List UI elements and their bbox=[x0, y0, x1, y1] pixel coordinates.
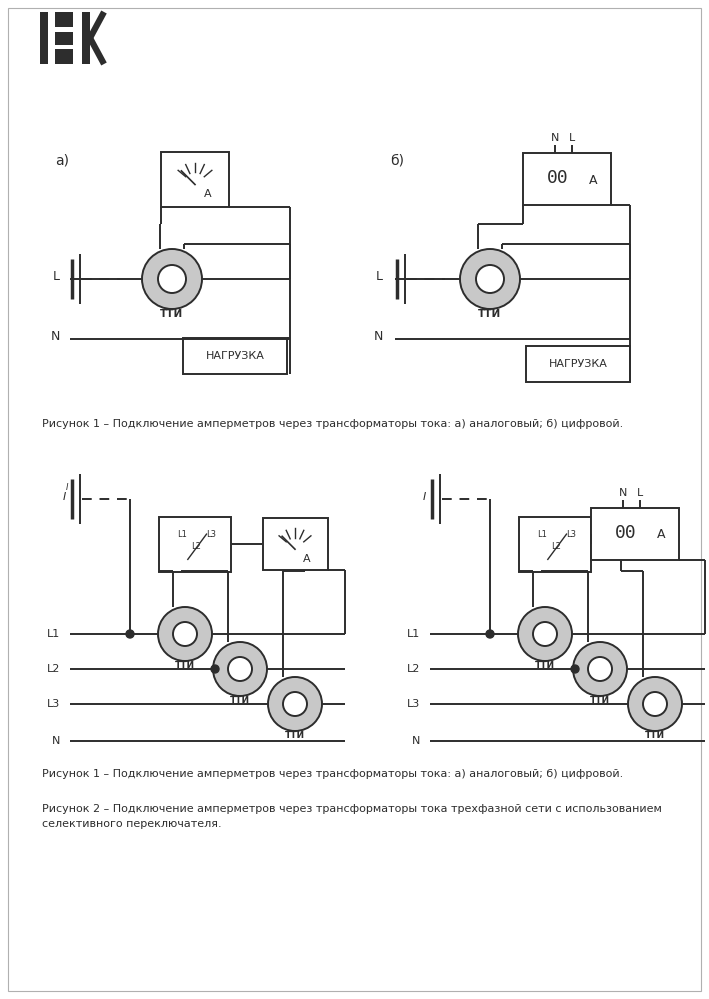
Text: N: N bbox=[50, 331, 60, 344]
Bar bbox=[526, 346, 630, 382]
Text: ТТИ: ТТИ bbox=[590, 696, 610, 705]
Bar bbox=[161, 152, 229, 207]
Circle shape bbox=[268, 677, 322, 731]
Text: L: L bbox=[53, 271, 60, 284]
Text: А: А bbox=[657, 528, 666, 541]
Bar bbox=[183, 338, 287, 374]
Circle shape bbox=[283, 692, 307, 716]
Text: N: N bbox=[412, 736, 420, 746]
Text: 00: 00 bbox=[547, 169, 569, 187]
Text: L3: L3 bbox=[206, 529, 216, 538]
Text: I: I bbox=[63, 492, 66, 502]
Text: ТТИ: ТТИ bbox=[175, 661, 195, 670]
Circle shape bbox=[486, 630, 494, 638]
Text: N: N bbox=[374, 331, 383, 344]
Circle shape bbox=[643, 692, 667, 716]
Bar bbox=[591, 508, 679, 560]
Text: A: A bbox=[203, 190, 211, 200]
Circle shape bbox=[476, 265, 504, 293]
Circle shape bbox=[460, 249, 520, 309]
Bar bbox=[40, 12, 48, 64]
Text: L1: L1 bbox=[537, 529, 547, 538]
Text: L1: L1 bbox=[407, 629, 420, 639]
Circle shape bbox=[213, 642, 267, 696]
Bar bbox=[262, 518, 328, 570]
Circle shape bbox=[571, 665, 579, 673]
Bar bbox=[55, 32, 73, 45]
Text: L2: L2 bbox=[407, 664, 420, 674]
Text: Рисунок 2 – Подключение амперметров через трансформаторы тока трехфазной сети с : Рисунок 2 – Подключение амперметров чере… bbox=[42, 804, 662, 814]
Text: L2: L2 bbox=[191, 542, 201, 551]
Circle shape bbox=[533, 622, 557, 646]
Text: N: N bbox=[52, 736, 60, 746]
Text: А: А bbox=[589, 174, 598, 187]
Text: а): а) bbox=[55, 154, 69, 168]
Text: A: A bbox=[303, 553, 311, 563]
Text: ТТИ: ТТИ bbox=[230, 696, 250, 705]
Text: НАГРУЗКА: НАГРУЗКА bbox=[206, 351, 264, 361]
Text: ТТИ: ТТИ bbox=[645, 731, 665, 740]
Text: L3: L3 bbox=[47, 699, 60, 709]
Text: ТТИ: ТТИ bbox=[535, 661, 555, 670]
Circle shape bbox=[142, 249, 202, 309]
Text: ТТИ: ТТИ bbox=[285, 731, 305, 740]
Circle shape bbox=[211, 665, 219, 673]
Text: ТТИ: ТТИ bbox=[160, 309, 184, 319]
Circle shape bbox=[126, 630, 134, 638]
Text: I: I bbox=[65, 483, 68, 492]
Text: L: L bbox=[569, 133, 575, 143]
Text: ТТИ: ТТИ bbox=[479, 309, 502, 319]
Text: селективного переключателя.: селективного переключателя. bbox=[42, 819, 222, 829]
Text: L1: L1 bbox=[177, 529, 187, 538]
Text: N: N bbox=[551, 133, 559, 143]
Bar bbox=[55, 12, 73, 27]
Circle shape bbox=[628, 677, 682, 731]
Text: 00: 00 bbox=[615, 524, 637, 542]
Text: L: L bbox=[637, 488, 643, 498]
Text: L1: L1 bbox=[47, 629, 60, 639]
Bar bbox=[159, 516, 231, 571]
Circle shape bbox=[158, 607, 212, 661]
Bar bbox=[55, 49, 73, 64]
Text: НАГРУЗКА: НАГРУЗКА bbox=[549, 359, 608, 369]
Circle shape bbox=[588, 657, 612, 681]
Text: L3: L3 bbox=[407, 699, 420, 709]
Text: Рисунок 1 – Подключение амперметров через трансформаторы тока: а) аналоговый; б): Рисунок 1 – Подключение амперметров чере… bbox=[42, 419, 623, 429]
Circle shape bbox=[573, 642, 627, 696]
Circle shape bbox=[228, 657, 252, 681]
Text: Рисунок 1 – Подключение амперметров через трансформаторы тока: а) аналоговый; б): Рисунок 1 – Подключение амперметров чере… bbox=[42, 769, 623, 779]
Circle shape bbox=[173, 622, 197, 646]
Text: б): б) bbox=[390, 154, 404, 168]
Circle shape bbox=[158, 265, 186, 293]
Text: L2: L2 bbox=[552, 542, 562, 551]
Text: L2: L2 bbox=[47, 664, 60, 674]
Bar bbox=[523, 153, 611, 205]
Bar bbox=[519, 516, 591, 571]
Text: I: I bbox=[423, 492, 426, 502]
Circle shape bbox=[518, 607, 572, 661]
Bar bbox=[82, 12, 90, 64]
Text: L3: L3 bbox=[566, 529, 576, 538]
Text: N: N bbox=[619, 488, 627, 498]
Text: L: L bbox=[376, 271, 383, 284]
